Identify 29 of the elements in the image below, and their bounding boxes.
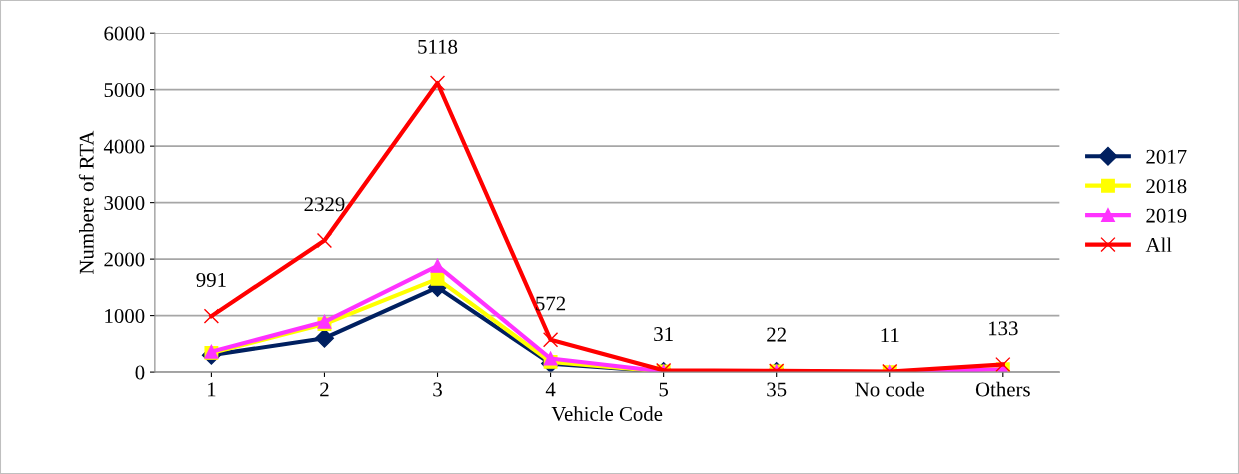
x-tick-label: No code <box>855 381 925 397</box>
y-tick-label: 6000 <box>104 26 145 41</box>
y-tick-label: 1000 <box>105 308 145 324</box>
data-label: 991 <box>196 272 226 287</box>
data-label: 31 <box>654 327 673 342</box>
x-tick-label: 2 <box>320 382 329 397</box>
y-tick-label: 3000 <box>104 196 145 211</box>
data-label: 572 <box>536 296 566 311</box>
y-tick-label: 0 <box>135 365 145 380</box>
x-axis-title: Vehicle Code <box>551 406 663 422</box>
y-tick-label: 5000 <box>104 83 145 98</box>
data-label: 11 <box>881 328 899 343</box>
x-tick-label: 1 <box>208 382 216 397</box>
y-axis-title: Numbere of RTA <box>78 130 94 275</box>
data-label: 22 <box>767 327 786 342</box>
x-tick-label: 35 <box>767 382 787 397</box>
x-tick-label: 4 <box>545 382 556 397</box>
data-label: 5118 <box>418 39 458 54</box>
y-tick-label: 4000 <box>103 139 145 154</box>
legend-label: 2018 <box>1146 179 1187 194</box>
x-tick-label: 5 <box>659 382 669 397</box>
legend-label: 2019 <box>1146 208 1187 223</box>
legend-label: All <box>1145 237 1172 252</box>
data-label: 2329 <box>304 197 345 212</box>
legend-label: 2017 <box>1146 149 1187 164</box>
x-tick-label: Others <box>975 381 1030 397</box>
x-tick-label: 3 <box>433 382 442 397</box>
y-tick-label: 2000 <box>104 252 145 267</box>
data-label: 133 <box>989 321 1018 336</box>
